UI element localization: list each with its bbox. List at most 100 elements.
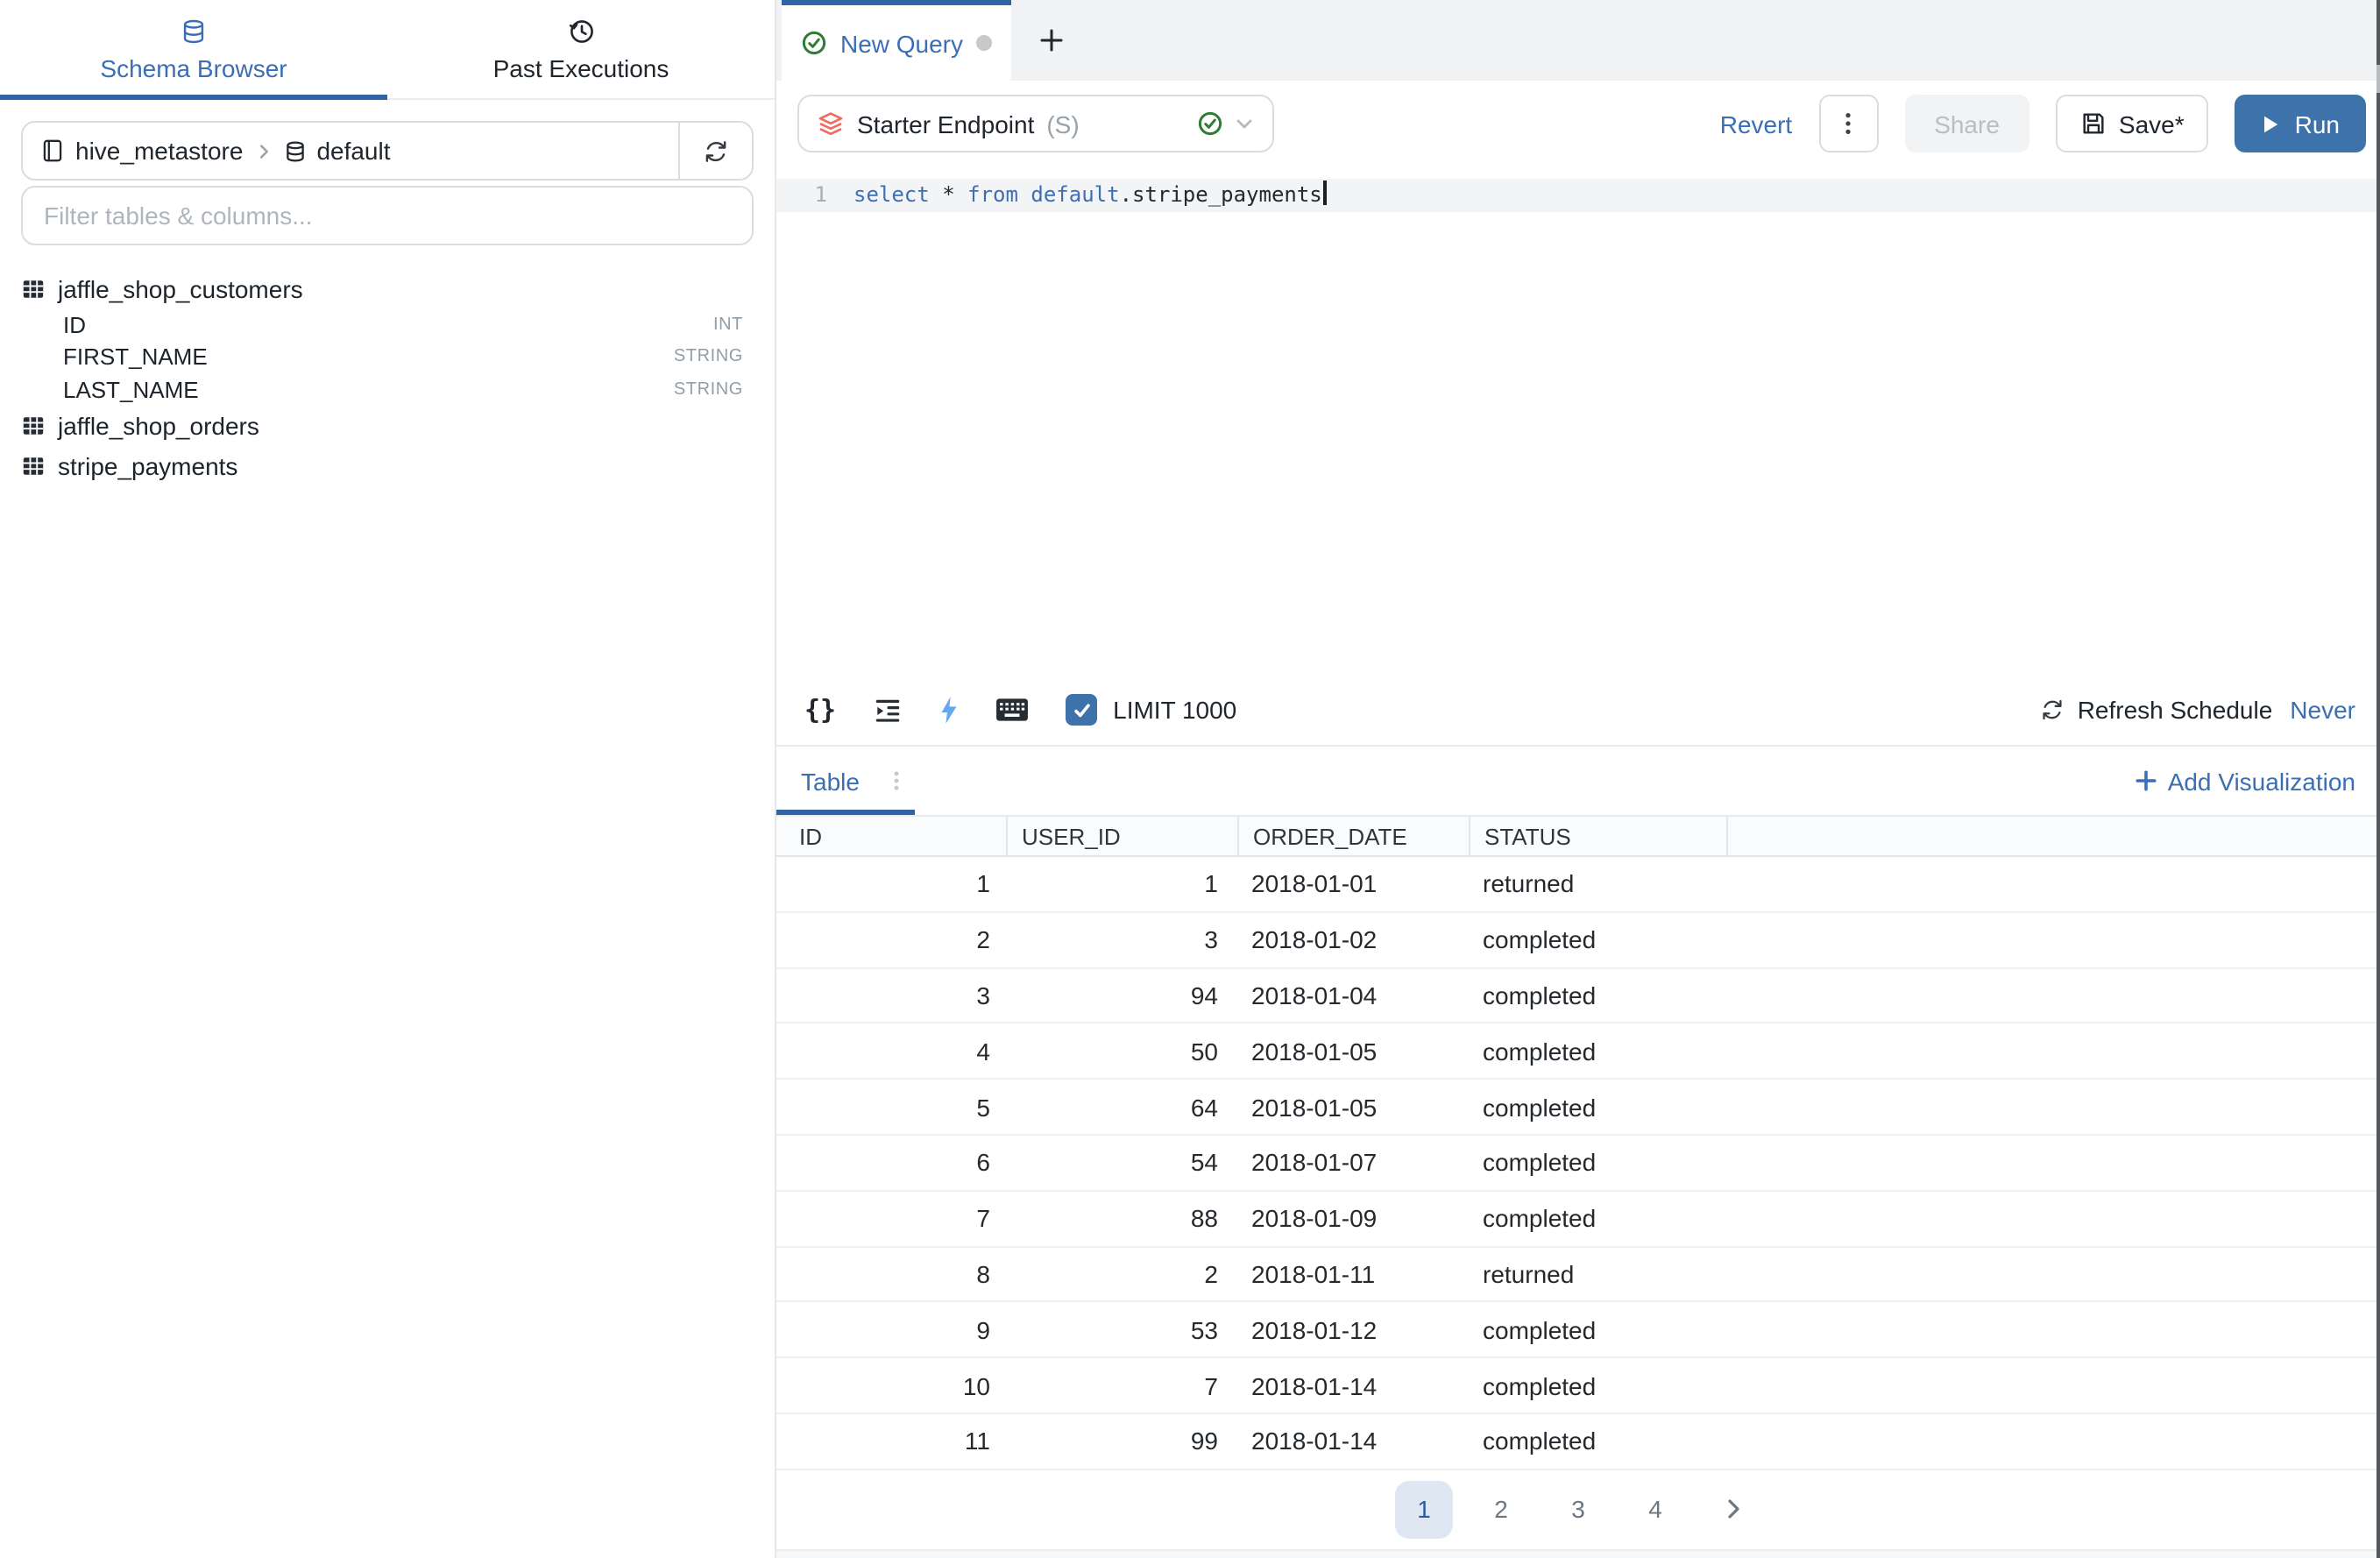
more-options-button[interactable] — [1818, 95, 1879, 152]
pagination-page[interactable]: 2 — [1494, 1495, 1508, 1524]
table-cell-user_id: 94 — [1190, 981, 1218, 1009]
column-header[interactable]: ID — [776, 817, 1008, 855]
tab-past-executions-label: Past Executions — [492, 53, 669, 81]
table-row[interactable]: 11 99 2018-01-14 completed — [776, 1414, 2380, 1470]
endpoint-status-check-icon — [1197, 110, 1223, 137]
table-row[interactable]: 7 88 2018-01-09 completed — [776, 1192, 2380, 1248]
table-row[interactable]: 10 7 2018-01-14 completed — [776, 1358, 2380, 1414]
text-cursor — [1323, 181, 1327, 205]
table-cell-order_date: 2018-01-02 — [1251, 925, 1378, 954]
column-item[interactable]: ID INT — [21, 308, 754, 341]
table-cell-user_id: 88 — [1190, 1204, 1218, 1233]
endpoint-layers-icon — [817, 110, 845, 138]
keyboard-shortcuts-icon[interactable] — [995, 698, 1029, 722]
table-name: jaffle_shop_orders — [58, 412, 259, 440]
table-cell-id: 8 — [976, 1259, 990, 1288]
table-cell-order_date: 2018-01-04 — [1251, 981, 1378, 1009]
table-item[interactable]: jaffle_shop_orders — [21, 406, 754, 446]
catalog-book-icon — [40, 138, 65, 163]
refresh-schema-button[interactable] — [678, 123, 752, 179]
table-cell-status: completed — [1483, 981, 1597, 1009]
breadcrumb[interactable]: hive_metastore default — [23, 137, 678, 165]
table-cell-id: 4 — [976, 1037, 990, 1066]
table-item[interactable]: jaffle_shop_customers — [21, 268, 754, 308]
tab-new-query[interactable]: New Query — [782, 0, 1011, 81]
table-item[interactable]: stripe_payments — [21, 446, 754, 486]
refresh-schedule-icon — [2041, 698, 2065, 722]
pagination-page[interactable]: 1 — [1395, 1480, 1453, 1539]
horizontal-scrollbar-track[interactable] — [776, 1549, 2380, 1558]
vertical-scrollbar[interactable] — [2376, 0, 2380, 1558]
table-row[interactable]: 6 54 2018-01-07 completed — [776, 1136, 2380, 1192]
table-row[interactable]: 8 2 2018-01-11 returned — [776, 1247, 2380, 1303]
breadcrumb-catalog[interactable]: hive_metastore — [75, 137, 244, 165]
tab-past-executions[interactable]: Past Executions — [387, 0, 775, 98]
table-name: stripe_payments — [58, 452, 238, 480]
run-button[interactable]: Run — [2235, 95, 2366, 152]
chevron-down-icon — [1234, 113, 1255, 134]
results-header: Table Add Visualization — [776, 745, 2380, 815]
column-item[interactable]: LAST_NAME STRING — [21, 373, 754, 406]
tab-table-visualization[interactable]: Table — [801, 767, 860, 795]
limit-checkbox[interactable] — [1066, 694, 1098, 726]
visualization-kebab-icon[interactable] — [886, 769, 909, 792]
table-cell-filler — [1728, 857, 2380, 911]
column-type: STRING — [673, 379, 743, 400]
table-row[interactable]: 1 1 2018-01-01 returned — [776, 857, 2380, 913]
table-cell-user_id: 64 — [1190, 1093, 1218, 1122]
query-toolbar: Starter Endpoint (S) Revert Share — [776, 81, 2380, 166]
filter-tables-input[interactable] — [23, 202, 752, 230]
column-header[interactable]: STATUS — [1470, 817, 1728, 855]
filter-input-box — [21, 186, 754, 245]
table-cell-id: 5 — [976, 1093, 990, 1122]
save-button[interactable]: Save* — [2055, 95, 2209, 152]
column-name: FIRST_NAME — [63, 343, 208, 371]
column-type: INT — [712, 315, 743, 335]
main-pane: New Query Starter Endpoint (S) — [776, 0, 2380, 1558]
database-icon — [181, 17, 207, 45]
share-button[interactable]: Share — [1904, 95, 2029, 152]
table-cell-filler — [1728, 1414, 2380, 1469]
pagination-page[interactable]: 3 — [1571, 1495, 1585, 1524]
table-cell-filler — [1728, 1024, 2380, 1079]
indent-icon[interactable] — [873, 695, 903, 725]
column-item[interactable]: FIRST_NAME STRING — [21, 341, 754, 373]
table-cell-user_id: 53 — [1190, 1315, 1218, 1344]
table-cell-status: completed — [1483, 1037, 1597, 1066]
table-row[interactable]: 4 50 2018-01-05 completed — [776, 1024, 2380, 1080]
table-cell-status: completed — [1483, 1148, 1597, 1177]
table-cell-user_id: 3 — [1204, 925, 1218, 954]
table-row[interactable]: 9 53 2018-01-12 completed — [776, 1303, 2380, 1359]
table-cell-status: completed — [1483, 1371, 1597, 1400]
table-cell-user_id: 7 — [1204, 1371, 1218, 1400]
vertical-scrollbar-thumb[interactable] — [2376, 65, 2380, 93]
column-header[interactable]: ORDER_DATE — [1239, 817, 1470, 855]
table-row[interactable]: 2 3 2018-01-02 completed — [776, 913, 2380, 969]
table-cell-order_date: 2018-01-11 — [1251, 1259, 1376, 1288]
endpoint-selector[interactable]: Starter Endpoint (S) — [797, 95, 1274, 152]
revert-button[interactable]: Revert — [1719, 110, 1793, 138]
add-visualization-button[interactable]: Add Visualization — [2135, 767, 2355, 795]
table-row[interactable]: 5 64 2018-01-05 completed — [776, 1080, 2380, 1136]
refresh-schedule-value[interactable]: Never — [2290, 696, 2355, 724]
column-header[interactable]: USER_ID — [1008, 817, 1239, 855]
sql-editor[interactable]: 1 select * from default.stripe_payments — [776, 166, 2380, 675]
pagination-page[interactable]: 4 — [1648, 1495, 1662, 1524]
active-line-highlight — [776, 179, 2380, 212]
tab-schema-browser[interactable]: Schema Browser — [0, 0, 387, 100]
format-query-icon[interactable]: {} — [804, 694, 837, 726]
breadcrumb-schema[interactable]: default — [316, 137, 391, 165]
pagination-next-button[interactable] — [1704, 1481, 1761, 1539]
new-tab-button[interactable] — [1011, 0, 1092, 81]
limit-label: LIMIT 1000 — [1113, 696, 1237, 724]
table-row[interactable]: 3 94 2018-01-04 completed — [776, 968, 2380, 1024]
table-cell-order_date: 2018-01-01 — [1251, 869, 1378, 898]
table-cell-order_date: 2018-01-14 — [1251, 1427, 1378, 1455]
table-cell-id: 7 — [976, 1204, 990, 1233]
results-header-row: ID USER_ID ORDER_DATE STATUS — [776, 815, 2380, 857]
limit-1000-toggle[interactable]: LIMIT 1000 — [1066, 694, 1236, 726]
lightning-bolt-icon[interactable] — [939, 695, 959, 725]
table-cell-status: completed — [1483, 1204, 1597, 1233]
code-line-content: select * from default.stripe_payments — [854, 179, 1327, 212]
code-line: 1 select * from default.stripe_payments — [776, 166, 2380, 212]
